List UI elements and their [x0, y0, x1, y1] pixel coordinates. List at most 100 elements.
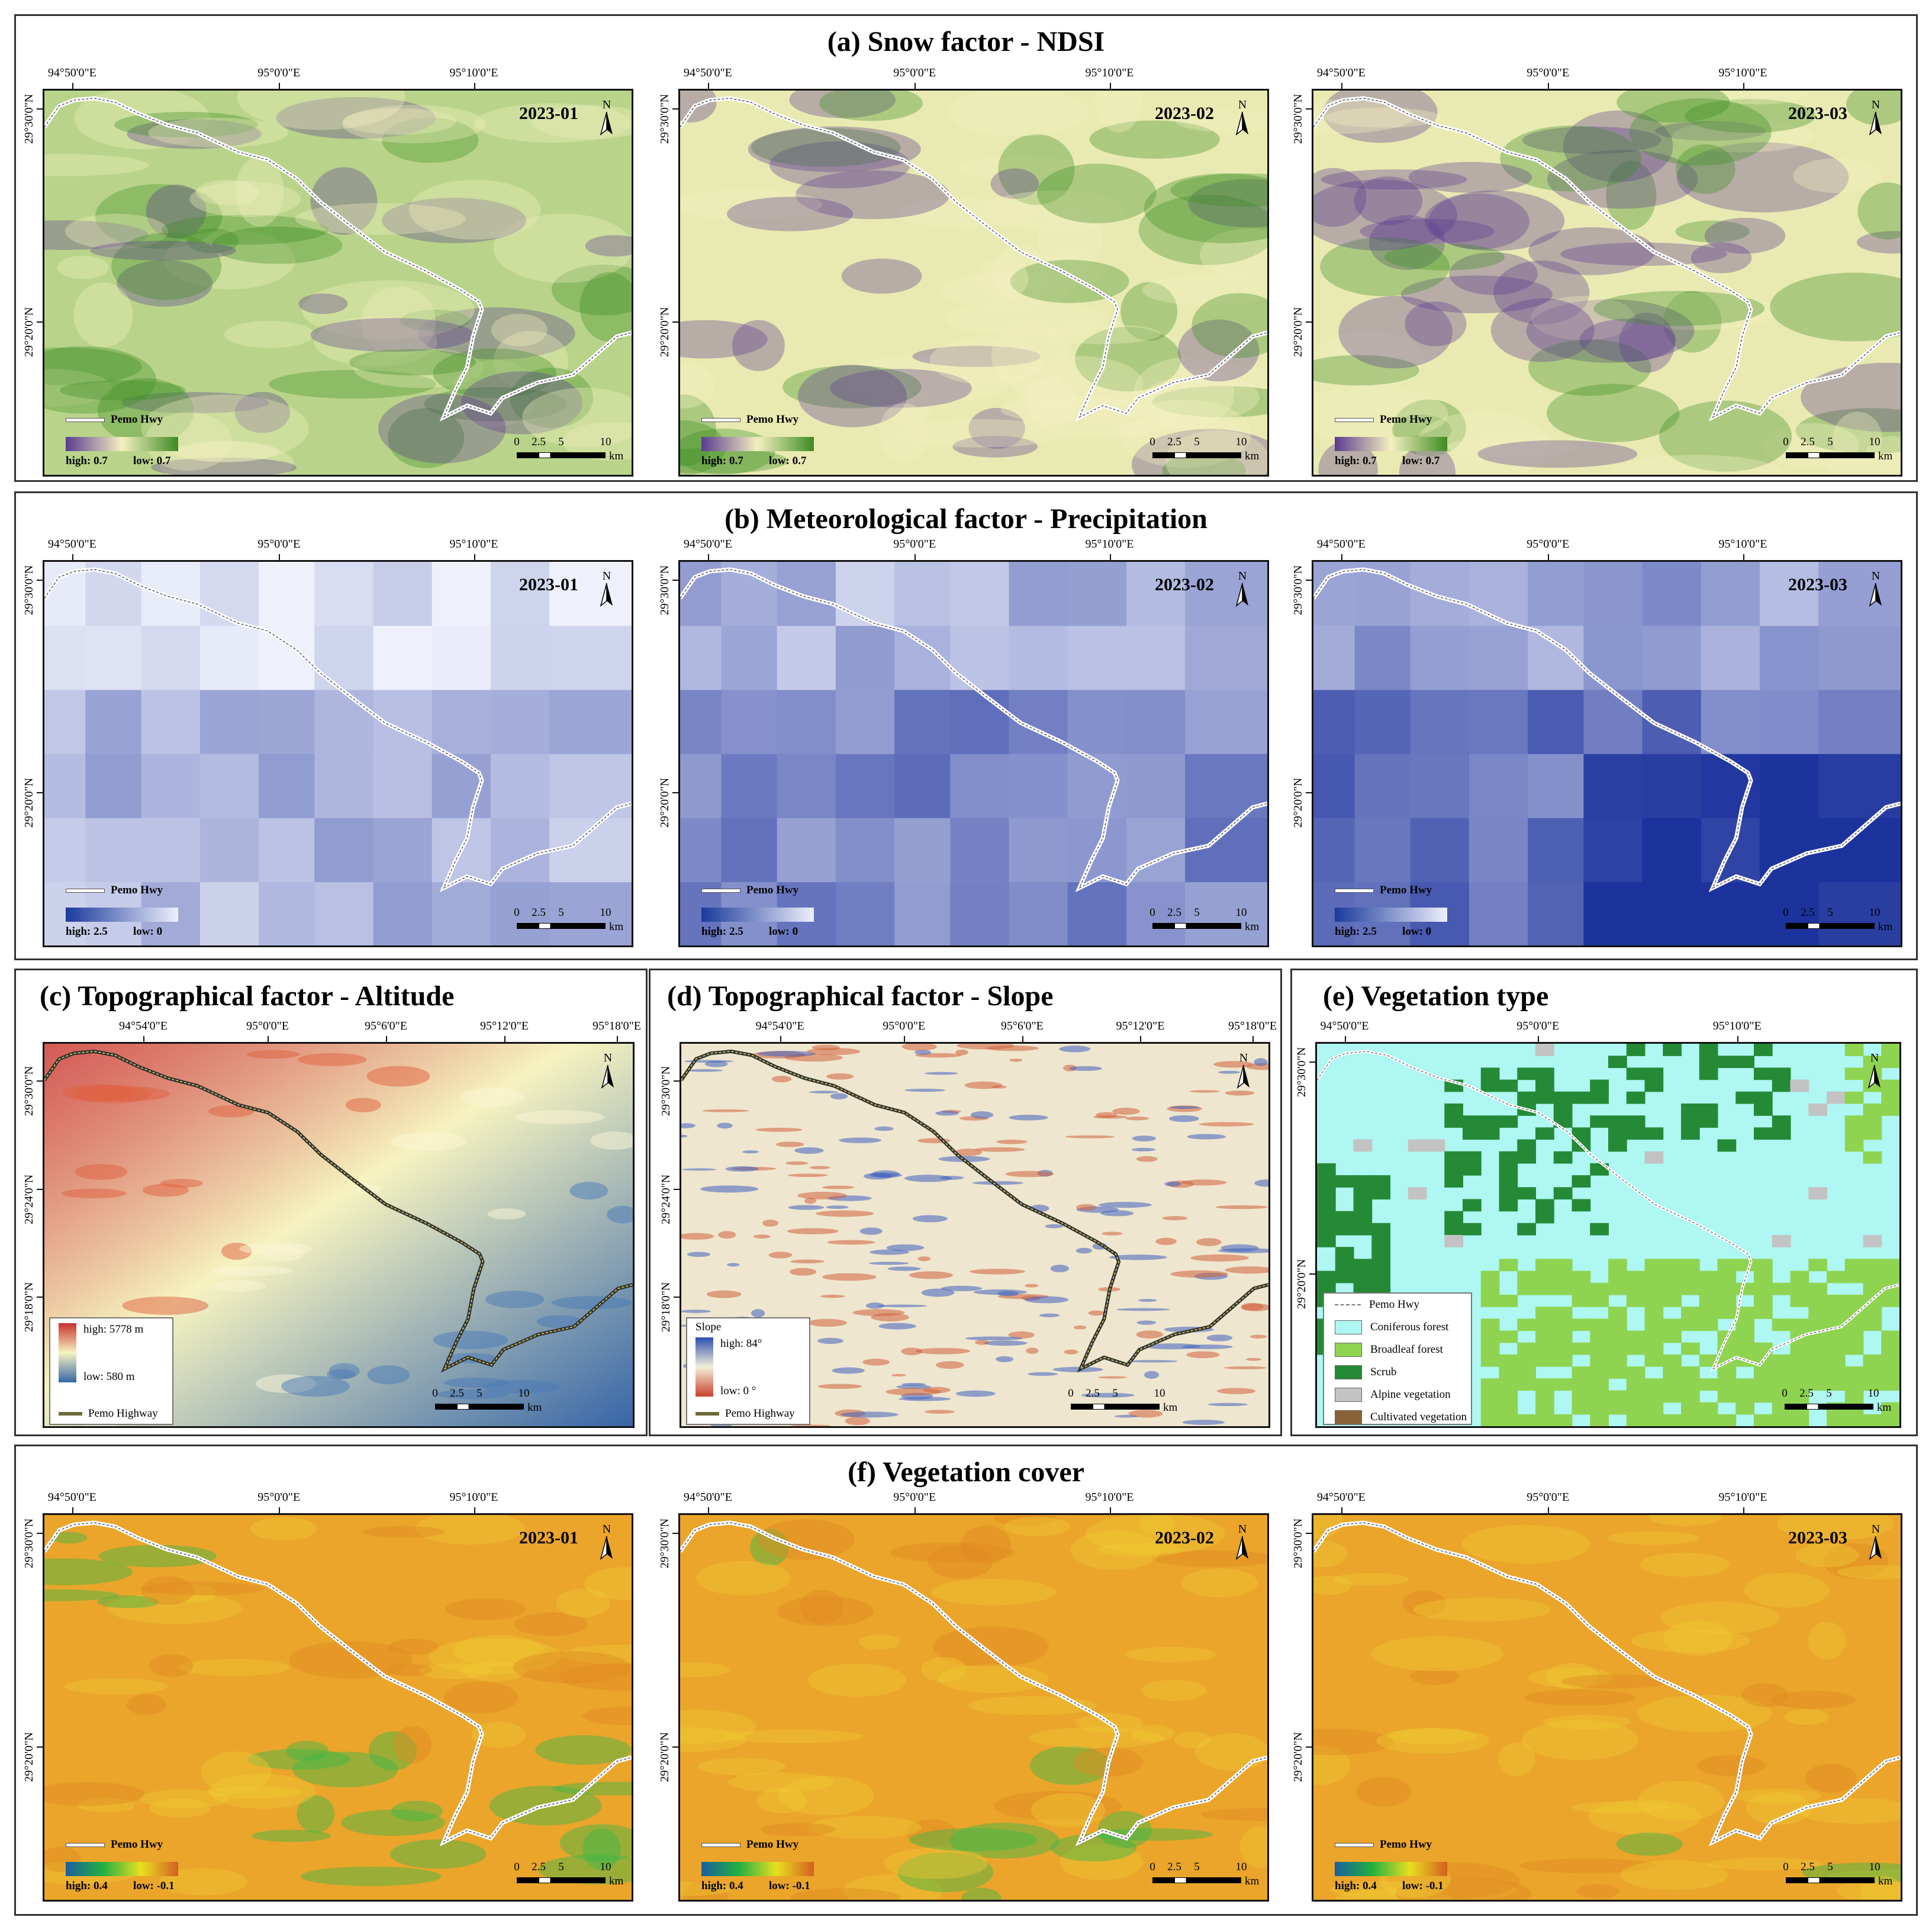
precip-cell	[680, 818, 722, 883]
vegtype-cell	[1535, 1390, 1554, 1403]
ndsi-patch	[1354, 176, 1423, 226]
ndsi-patch	[522, 387, 632, 448]
vegtype-cell	[1535, 1211, 1554, 1224]
ndsi-patch	[1424, 190, 1565, 251]
map-raster	[680, 91, 1267, 475]
cover-patch	[1125, 1646, 1218, 1662]
vegtype-cell	[1772, 1115, 1791, 1128]
precip-cell	[1126, 562, 1186, 626]
slope-patch	[822, 1185, 855, 1189]
north-arrow: N	[596, 1052, 620, 1093]
pemo-highway-centerline	[680, 570, 1267, 888]
vegtype-cell	[1590, 1282, 1609, 1295]
vegtype-cell	[1681, 1342, 1700, 1355]
latitude-label: 29°18'0"N	[659, 1282, 672, 1333]
ndsi-patch	[1672, 120, 1814, 153]
cover-patch	[453, 1635, 545, 1667]
vegtype-cell	[1863, 1354, 1882, 1367]
legend-road: Pemo Hwy	[701, 884, 798, 897]
ndsi-patch	[879, 379, 932, 425]
precip-cell	[1126, 882, 1186, 945]
cover-patch	[394, 1726, 432, 1764]
vegtype-cell	[1553, 1318, 1573, 1331]
legend-road-swatch	[701, 1842, 740, 1847]
ndsi-patch	[1026, 379, 1077, 428]
slope-patch	[1059, 1046, 1090, 1053]
vegtype-cell	[1644, 1354, 1664, 1367]
ndsi-patch	[562, 422, 632, 461]
cover-patch	[1524, 1689, 1635, 1706]
scale-tick-label: 2.5	[1799, 1387, 1814, 1400]
ndsi-patch	[400, 309, 471, 332]
cover-patch	[1413, 1597, 1551, 1622]
vegtype-cell	[1626, 1091, 1646, 1104]
vegtype-cell	[1626, 1402, 1646, 1415]
cover-patch	[777, 1596, 874, 1626]
vegtype-cell	[1463, 1115, 1482, 1128]
ndsi-patch	[1563, 110, 1673, 182]
vegtype-cell	[1644, 1330, 1664, 1343]
vegetation-cover-map-1: N 2023-01 0 2.5 5 10 km Pemo Hwy high: 0.4 low: -…	[43, 1513, 633, 1902]
slope-patch	[1098, 1376, 1128, 1379]
longitude-label: 94°50'0"E	[683, 66, 732, 79]
slope-patch	[755, 1127, 803, 1132]
latitude-label: 29°24'0"N	[22, 1174, 36, 1224]
slope-patch	[877, 1304, 928, 1308]
vegtype-cell	[1808, 1282, 1827, 1295]
ndsi-patch	[945, 301, 1107, 336]
slope-patch	[826, 1073, 854, 1080]
scale-ticks: 0 2.5 5 10	[1068, 1387, 1165, 1401]
precip-cell	[44, 754, 86, 819]
ndsi-patch	[1528, 227, 1656, 275]
lon-tick	[279, 1507, 281, 1513]
vegtype-cell	[1844, 1139, 1864, 1152]
ndsi-patch	[1321, 169, 1467, 190]
date-label: 2023-01	[519, 575, 578, 594]
vegtype-cell	[1444, 1103, 1463, 1116]
slope-patch	[841, 1411, 899, 1418]
latitude-label: 29°30'0"N	[658, 1518, 671, 1568]
vegtype-cell	[1517, 1067, 1536, 1080]
ndsi-patch	[1313, 179, 1457, 251]
ndsi-patch	[409, 179, 541, 240]
vegtype-cell	[1717, 1270, 1737, 1284]
vegtype-cell	[1827, 1294, 1846, 1307]
scale-tick-label: 2.5	[1167, 1861, 1181, 1873]
map-raster	[1313, 562, 1901, 945]
ndsi-patch	[1579, 319, 1676, 362]
slope-patch	[974, 1147, 1025, 1152]
vegtype-cell	[1699, 1378, 1718, 1391]
vegtype-cell	[1881, 1354, 1899, 1367]
slope-patch	[1250, 1334, 1267, 1339]
precip-cell	[894, 562, 951, 626]
lon-tick	[1344, 1036, 1346, 1042]
cover-patch	[582, 1706, 632, 1725]
ndsi-patch	[680, 448, 788, 474]
scale-graphic	[1152, 452, 1241, 458]
vegtype-cell	[1572, 1091, 1591, 1104]
vegtype-cell	[1572, 1342, 1591, 1355]
vegtype-cell	[1608, 1259, 1627, 1272]
cover-patch	[933, 1626, 1049, 1668]
ndsi-patch	[186, 228, 239, 253]
north-arrow-icon	[1237, 1064, 1250, 1089]
precip-cell	[1701, 562, 1760, 626]
cover-patch	[513, 1651, 632, 1684]
longitude-label: 95°12'0"E	[480, 1019, 529, 1032]
vegtype-cell	[1644, 1342, 1664, 1355]
vegtype-cell	[1480, 1294, 1500, 1307]
vegtype-cell	[1844, 1115, 1864, 1128]
slope-patch	[1190, 1090, 1220, 1093]
vegtype-cell	[1790, 1079, 1809, 1092]
vegtype-cell	[1790, 1414, 1809, 1426]
ndsi-patch	[985, 190, 1126, 230]
vegtype-cell	[1663, 1390, 1682, 1403]
ndsi-patch	[748, 126, 921, 172]
cover-patch	[471, 1722, 526, 1748]
slope-patch	[1138, 1299, 1157, 1302]
vegtype-cell	[1535, 1378, 1554, 1391]
longitude-label: 94°50'0"E	[47, 66, 96, 79]
slope-patch	[1136, 1330, 1164, 1339]
scale-graphic	[1786, 452, 1875, 458]
date-label: 2023-02	[1155, 104, 1214, 123]
